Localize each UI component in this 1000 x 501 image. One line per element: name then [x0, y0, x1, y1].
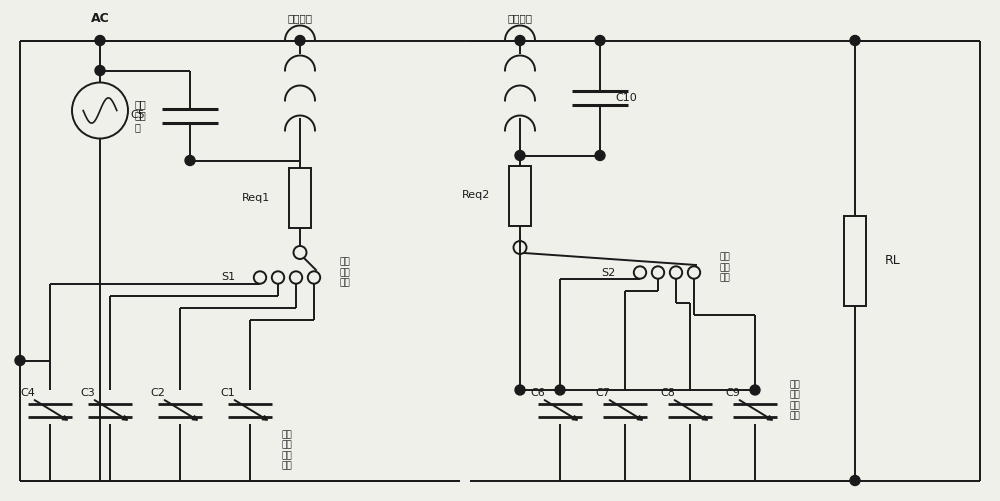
Circle shape: [515, 385, 525, 395]
Text: 交流
信号
源: 交流 信号 源: [135, 99, 147, 132]
Circle shape: [185, 155, 195, 165]
Text: C9: C9: [725, 387, 740, 397]
Circle shape: [95, 66, 105, 76]
Text: 多路
选择
开关: 多路 选择 开关: [719, 253, 730, 283]
Circle shape: [750, 385, 760, 395]
Bar: [509, 165, 531, 225]
Circle shape: [850, 36, 860, 46]
Bar: [289, 168, 311, 228]
Circle shape: [15, 356, 25, 366]
Text: 多路
选择
开关: 多路 选择 开关: [339, 258, 350, 288]
Circle shape: [850, 475, 860, 485]
Text: C2: C2: [150, 387, 165, 397]
Text: Req2: Req2: [462, 190, 490, 200]
Circle shape: [515, 150, 525, 160]
Text: S1: S1: [221, 273, 235, 283]
Text: RL: RL: [885, 254, 901, 267]
Text: AC: AC: [91, 12, 109, 25]
Text: 可调
谐振
电容
阵列: 可调 谐振 电容 阵列: [282, 430, 293, 470]
Text: C6: C6: [530, 387, 545, 397]
Text: S2: S2: [601, 268, 615, 278]
Text: C4: C4: [20, 387, 35, 397]
Circle shape: [595, 150, 605, 160]
Text: C10: C10: [615, 93, 637, 103]
Text: C7: C7: [595, 387, 610, 397]
Text: 发射线圈: 发射线圈: [288, 14, 312, 24]
Circle shape: [295, 36, 305, 46]
Text: C8: C8: [660, 387, 675, 397]
Text: C1: C1: [220, 387, 235, 397]
Text: C5: C5: [130, 111, 145, 121]
Circle shape: [595, 36, 605, 46]
Text: Req1: Req1: [242, 193, 270, 203]
Circle shape: [555, 385, 565, 395]
Bar: [844, 215, 866, 306]
Text: 可调
谐振
电容
阵列: 可调 谐振 电容 阵列: [790, 380, 801, 421]
Text: C3: C3: [80, 387, 95, 397]
Circle shape: [515, 36, 525, 46]
Text: 接收线圈: 接收线圈: [508, 14, 532, 24]
Circle shape: [95, 36, 105, 46]
